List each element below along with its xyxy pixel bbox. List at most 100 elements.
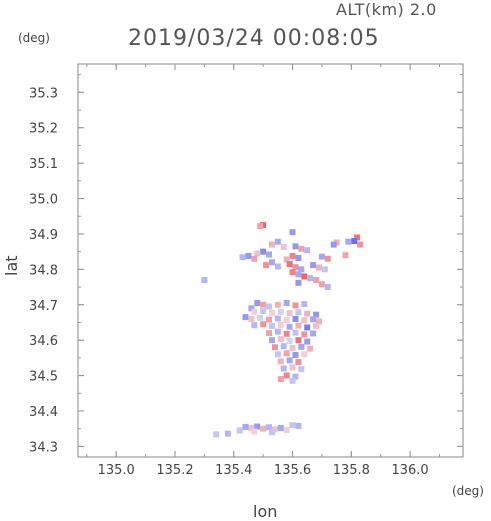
- echo-cell: [295, 271, 302, 278]
- axis-ticks: 135.0 135.2 135.4 135.6 135.8 136.0 34.3 34.4 34…: [29, 64, 463, 478]
- echo-cell: [248, 305, 255, 312]
- echo-cell: [248, 424, 255, 431]
- echo-cell: [295, 255, 302, 262]
- echo-cell: [295, 309, 302, 316]
- echo-cell: [280, 343, 287, 350]
- echo-cell: [289, 364, 296, 371]
- echo-cell: [283, 372, 290, 379]
- y-tick-label: 34.4: [29, 405, 58, 420]
- echo-cell: [274, 315, 281, 322]
- echo-cell: [201, 276, 208, 283]
- echo-cell: [315, 264, 322, 271]
- y-tick-label: 34.6: [29, 334, 58, 349]
- echo-cell: [298, 343, 305, 350]
- echo-cell: [301, 273, 308, 280]
- echo-cell: [345, 238, 352, 245]
- echo-cell: [295, 422, 302, 429]
- echo-cell: [266, 424, 273, 431]
- echo-cell: [239, 254, 246, 261]
- echo-cell: [357, 241, 364, 248]
- echo-cell: [277, 336, 284, 343]
- echo-cell: [310, 330, 317, 337]
- echo-cell: [292, 373, 299, 380]
- echo-cell: [277, 308, 284, 315]
- echo-cell: [286, 357, 293, 364]
- echo-cell: [236, 427, 243, 434]
- echo-cell: [301, 331, 308, 338]
- echo-cell: [254, 250, 261, 257]
- echo-cell: [286, 310, 293, 317]
- echo-cell: [266, 251, 273, 258]
- echo-cell: [283, 256, 290, 263]
- echo-cell: [330, 241, 337, 248]
- echo-cell: [301, 301, 308, 308]
- echo-cell: [266, 303, 273, 310]
- datetime-title: 2019/03/24 00:08:05: [128, 26, 380, 51]
- echo-cell: [277, 376, 284, 383]
- echo-cell: [268, 323, 275, 329]
- echo-cell: [321, 266, 328, 273]
- x-tick-label: 135.0: [98, 463, 135, 478]
- echo-cell: [292, 315, 299, 322]
- echo-cell: [271, 344, 278, 351]
- echo-cell: [251, 308, 258, 315]
- y-tick-label: 35.0: [29, 193, 58, 208]
- echo-cell: [324, 255, 331, 262]
- echo-cell: [313, 323, 320, 329]
- echo-cell: [268, 241, 275, 248]
- echo-cell: [286, 323, 293, 330]
- echo-cell: [260, 301, 267, 308]
- echo-cell: [283, 427, 290, 434]
- echo-cell: [289, 269, 296, 276]
- echo-cell: [248, 315, 255, 322]
- echo-cell: [274, 238, 281, 245]
- echo-cell: [274, 263, 281, 270]
- echo-cell: [289, 229, 296, 236]
- echo-cell: [292, 352, 299, 359]
- echo-cell: [354, 234, 361, 241]
- y-tick-label: 34.9: [29, 228, 58, 243]
- echo-cell: [324, 284, 331, 291]
- echo-cell: [301, 351, 308, 358]
- echo-cell: [295, 337, 302, 344]
- echo-cell: [268, 429, 275, 436]
- echo-cell: [266, 330, 273, 337]
- echo-cell: [292, 302, 299, 309]
- echo-cell: [257, 314, 264, 321]
- y-tick-label: 35.1: [29, 157, 58, 172]
- echo-cell: [224, 430, 231, 437]
- echo-cell: [277, 358, 284, 365]
- echo-cell: [295, 279, 302, 286]
- echo-cell: [298, 245, 305, 252]
- echo-cell: [304, 324, 311, 331]
- echo-cell: [274, 328, 281, 335]
- echo-cell: [289, 252, 296, 259]
- echo-cell: [310, 262, 317, 269]
- y-tick-label: 34.8: [29, 263, 58, 278]
- radar-echo-layer: [201, 222, 364, 438]
- echo-cell: [242, 314, 249, 321]
- echo-cell: [318, 253, 325, 260]
- echo-cell: [280, 244, 287, 251]
- echo-cell: [277, 424, 284, 431]
- echo-cell: [307, 275, 314, 282]
- echo-cell: [263, 262, 270, 269]
- echo-cell: [292, 329, 299, 336]
- echo-cell: [307, 345, 314, 352]
- echo-cell: [280, 365, 287, 372]
- echo-cell: [254, 299, 261, 306]
- echo-cell: [213, 431, 220, 438]
- echo-cell: [274, 351, 281, 358]
- echo-cell: [295, 322, 302, 329]
- echo-cell: [342, 252, 349, 259]
- echo-cell: [304, 338, 311, 345]
- x-tick-label: 135.8: [333, 463, 370, 478]
- echo-cell: [298, 366, 305, 373]
- echo-cell: [289, 422, 296, 429]
- echo-cell: [242, 423, 249, 430]
- echo-cell: [260, 308, 267, 315]
- x-tick-label: 135.6: [274, 463, 311, 478]
- echo-cell: [304, 247, 311, 254]
- echo-cell: [283, 350, 290, 357]
- echo-cell: [251, 428, 258, 435]
